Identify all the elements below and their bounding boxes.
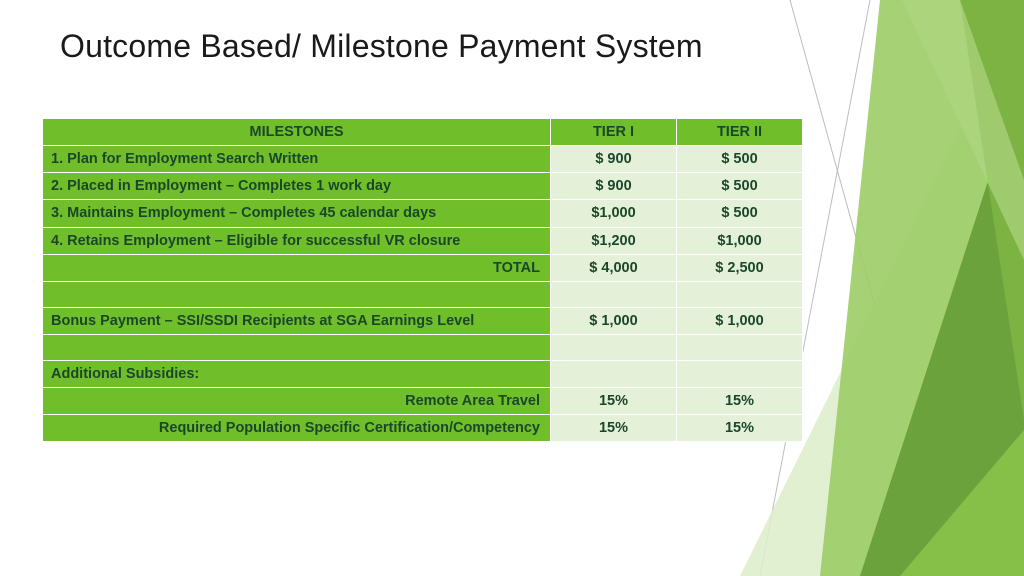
- slide: Outcome Based/ Milestone Payment System …: [0, 0, 1024, 576]
- row-label: 2. Placed in Employment – Completes 1 wo…: [43, 173, 551, 200]
- row-label: [43, 334, 551, 360]
- table-row: Additional Subsidies:: [43, 360, 803, 387]
- col-header-tier1: TIER I: [551, 119, 677, 146]
- col-header-tier2: TIER II: [677, 119, 803, 146]
- row-tier2: $ 1,000: [677, 307, 803, 334]
- row-tier2: 15%: [677, 388, 803, 415]
- milestone-table-container: MILESTONES TIER I TIER II 1. Plan for Em…: [42, 118, 802, 442]
- row-tier1: $ 1,000: [551, 307, 677, 334]
- row-tier2: $ 500: [677, 200, 803, 227]
- table-row: Bonus Payment – SSI/SSDI Recipients at S…: [43, 307, 803, 334]
- row-tier2: 15%: [677, 415, 803, 442]
- row-label: [43, 281, 551, 307]
- row-tier1: 15%: [551, 388, 677, 415]
- row-tier2: $ 500: [677, 146, 803, 173]
- table-header-row: MILESTONES TIER I TIER II: [43, 119, 803, 146]
- row-tier1: [551, 334, 677, 360]
- row-tier1: $1,200: [551, 227, 677, 254]
- table-row: [43, 281, 803, 307]
- row-label: 4. Retains Employment – Eligible for suc…: [43, 227, 551, 254]
- row-tier2: $ 2,500: [677, 254, 803, 281]
- row-tier1: $ 900: [551, 146, 677, 173]
- row-label: Additional Subsidies:: [43, 360, 551, 387]
- table-body: 1. Plan for Employment Search Written$ 9…: [43, 146, 803, 442]
- row-tier2: [677, 281, 803, 307]
- table-row: 4. Retains Employment – Eligible for suc…: [43, 227, 803, 254]
- row-label: 3. Maintains Employment – Completes 45 c…: [43, 200, 551, 227]
- row-tier1: $1,000: [551, 200, 677, 227]
- row-label: Remote Area Travel: [43, 388, 551, 415]
- table-row: [43, 334, 803, 360]
- table-row: Required Population Specific Certificati…: [43, 415, 803, 442]
- row-label: 1. Plan for Employment Search Written: [43, 146, 551, 173]
- row-tier1: 15%: [551, 415, 677, 442]
- row-label: Required Population Specific Certificati…: [43, 415, 551, 442]
- row-tier1: [551, 360, 677, 387]
- row-tier1: $ 4,000: [551, 254, 677, 281]
- row-label: Bonus Payment – SSI/SSDI Recipients at S…: [43, 307, 551, 334]
- slide-title: Outcome Based/ Milestone Payment System: [60, 28, 703, 65]
- row-tier1: $ 900: [551, 173, 677, 200]
- row-tier1: [551, 281, 677, 307]
- table-row: 3. Maintains Employment – Completes 45 c…: [43, 200, 803, 227]
- table-row: TOTAL$ 4,000$ 2,500: [43, 254, 803, 281]
- row-tier2: [677, 334, 803, 360]
- row-tier2: $ 500: [677, 173, 803, 200]
- row-tier2: [677, 360, 803, 387]
- milestone-table: MILESTONES TIER I TIER II 1. Plan for Em…: [42, 118, 803, 442]
- col-header-milestones: MILESTONES: [43, 119, 551, 146]
- table-row: 2. Placed in Employment – Completes 1 wo…: [43, 173, 803, 200]
- table-row: Remote Area Travel15%15%: [43, 388, 803, 415]
- row-label: TOTAL: [43, 254, 551, 281]
- table-row: 1. Plan for Employment Search Written$ 9…: [43, 146, 803, 173]
- row-tier2: $1,000: [677, 227, 803, 254]
